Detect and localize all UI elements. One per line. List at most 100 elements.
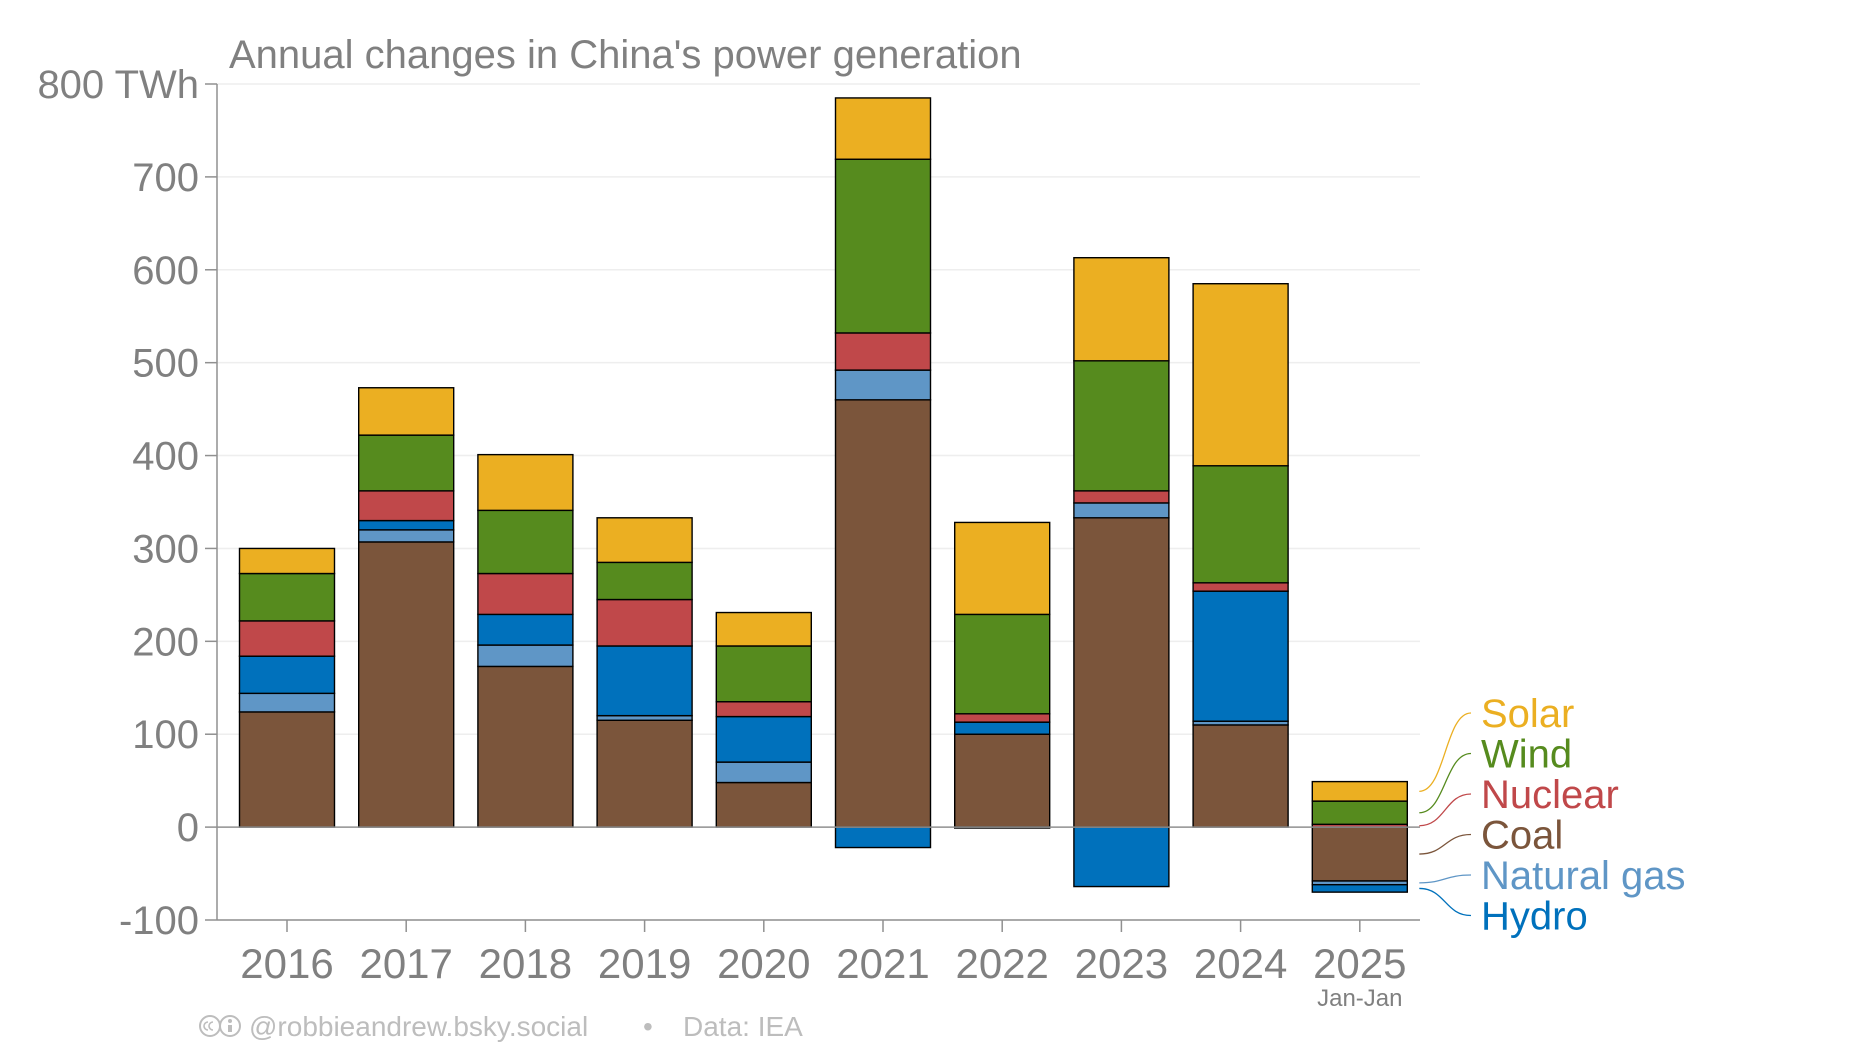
bar-wind-2025 bbox=[1311, 800, 1409, 826]
bar-coal-2018 bbox=[477, 665, 574, 828]
xtick-label: 2018 bbox=[479, 940, 572, 987]
ytick-label: 200 bbox=[132, 620, 199, 664]
bar-solar-2016 bbox=[238, 547, 336, 575]
by-icon bbox=[219, 1015, 241, 1037]
xtick-sublabel: Jan-Jan bbox=[1317, 985, 1402, 1012]
ytick-label: 500 bbox=[132, 342, 199, 386]
bar-hydro-2016 bbox=[238, 655, 336, 695]
bar-natural-gas-2023 bbox=[1073, 502, 1170, 519]
bar-coal-2025 bbox=[1311, 826, 1409, 882]
bar-solar-2022 bbox=[954, 521, 1051, 616]
bar-nuclear-2023 bbox=[1073, 490, 1170, 504]
bar-hydro-2021 bbox=[834, 826, 932, 849]
bar-hydro-2022 bbox=[954, 721, 1051, 735]
bar-coal-2022 bbox=[954, 733, 1051, 828]
bar-hydro-2024 bbox=[1192, 590, 1289, 722]
bar-nuclear-2016 bbox=[238, 620, 336, 657]
bar-nuclear-2022 bbox=[954, 713, 1051, 723]
bar-natural-gas-2021 bbox=[834, 369, 932, 401]
legend-connector-wind bbox=[1419, 752, 1472, 814]
bar-coal-2017 bbox=[358, 541, 455, 828]
bar-nuclear-2020 bbox=[715, 701, 812, 718]
bar-solar-2019 bbox=[596, 517, 693, 564]
xtick-label: 2024 bbox=[1194, 940, 1287, 987]
xaxis-layer: 2016 2017 2018 2019 2020 2021 2022 2023 2024 2025… bbox=[240, 920, 1407, 1012]
ytick-label: 100 bbox=[132, 713, 199, 757]
ytick-label: 0 bbox=[177, 806, 199, 850]
bar-wind-2022 bbox=[954, 613, 1051, 715]
cc-icon bbox=[199, 1015, 221, 1037]
ytick-label: 700 bbox=[132, 156, 199, 200]
bar-hydro-2017 bbox=[358, 519, 455, 531]
bar-wind-2023 bbox=[1073, 360, 1170, 492]
bar-coal-2023 bbox=[1073, 517, 1170, 828]
bar-solar-2017 bbox=[358, 387, 455, 436]
legend-connector-solar bbox=[1419, 712, 1472, 792]
axis-layer: -100 0 100 200 300 400 500 600 700 800 TWh bbox=[37, 63, 1420, 943]
xtick-label: 2019 bbox=[598, 940, 691, 987]
legend-label-nuclear: Nuclear bbox=[1481, 773, 1619, 817]
bar-coal-2021 bbox=[834, 399, 932, 828]
bar-coal-2016 bbox=[238, 711, 336, 828]
bar-wind-2019 bbox=[596, 561, 693, 601]
legend-label-coal: Coal bbox=[1481, 814, 1563, 858]
ytick-label: 300 bbox=[132, 527, 199, 571]
footer: @robbieandrew.bsky.social • Data: IEA bbox=[199, 1011, 803, 1042]
legend-label-wind: Wind bbox=[1481, 733, 1572, 777]
footer-credit: @robbieandrew.bsky.social bbox=[249, 1011, 588, 1042]
bar-coal-2019 bbox=[596, 719, 693, 828]
legend-connector-natural-gas bbox=[1419, 874, 1472, 884]
xtick-label: 2022 bbox=[955, 940, 1048, 987]
bar-solar-2024 bbox=[1192, 283, 1289, 467]
bar-wind-2024 bbox=[1192, 465, 1289, 584]
xtick-label: 2016 bbox=[240, 940, 333, 987]
bar-coal-2024 bbox=[1192, 724, 1289, 828]
bar-natural-gas-2020 bbox=[715, 761, 812, 784]
bar-nuclear-2018 bbox=[477, 572, 574, 616]
ytick-label: 400 bbox=[132, 435, 199, 479]
legend-connector-hydro bbox=[1419, 887, 1472, 917]
bar-nuclear-2024 bbox=[1192, 582, 1289, 592]
bar-nuclear-2017 bbox=[358, 490, 455, 522]
bar-hydro-2025 bbox=[1311, 884, 1409, 893]
legend-label-solar: Solar bbox=[1481, 692, 1574, 736]
bar-solar-2021 bbox=[834, 97, 932, 160]
legend-connector-coal bbox=[1419, 833, 1472, 855]
xtick-label: 2017 bbox=[359, 940, 452, 987]
footer-source: Data: IEA bbox=[683, 1011, 803, 1042]
xtick-label: 2025 bbox=[1313, 940, 1406, 987]
chart-title: Annual changes in China's power generati… bbox=[229, 33, 1022, 77]
bar-solar-2023 bbox=[1073, 257, 1170, 362]
bar-natural-gas-2017 bbox=[358, 529, 455, 543]
bar-wind-2017 bbox=[358, 434, 455, 492]
bar-coal-2020 bbox=[715, 781, 812, 828]
bar-natural-gas-2016 bbox=[238, 692, 336, 713]
legend-connector-nuclear bbox=[1419, 793, 1472, 827]
by-icon-body bbox=[228, 1025, 232, 1032]
bar-solar-2020 bbox=[715, 611, 812, 647]
bar-nuclear-2019 bbox=[596, 598, 693, 647]
bar-hydro-2018 bbox=[477, 613, 574, 646]
footer-separator: • bbox=[643, 1011, 653, 1042]
bar-natural-gas-2018 bbox=[477, 644, 574, 668]
xtick-label: 2021 bbox=[836, 940, 929, 987]
legend-label-natural-gas: Natural gas bbox=[1481, 854, 1686, 898]
bar-hydro-2019 bbox=[596, 645, 693, 717]
bar-hydro-2023 bbox=[1073, 826, 1170, 888]
cc-icon-c2 bbox=[203, 1021, 209, 1031]
bar-hydro-2020 bbox=[715, 715, 812, 763]
bar-wind-2016 bbox=[238, 572, 336, 622]
bar-wind-2018 bbox=[477, 509, 574, 575]
ytick-label: -100 bbox=[119, 899, 199, 943]
xtick-label: 2023 bbox=[1075, 940, 1168, 987]
bar-solar-2018 bbox=[477, 453, 574, 512]
bars-layer bbox=[217, 97, 1420, 893]
ytick-label: 800 TWh bbox=[37, 63, 199, 107]
cc-by-icon bbox=[199, 1015, 241, 1037]
bar-solar-2025 bbox=[1311, 780, 1409, 802]
ytick-label: 600 bbox=[132, 249, 199, 293]
by-icon-head bbox=[228, 1019, 232, 1023]
bar-wind-2021 bbox=[834, 158, 932, 334]
